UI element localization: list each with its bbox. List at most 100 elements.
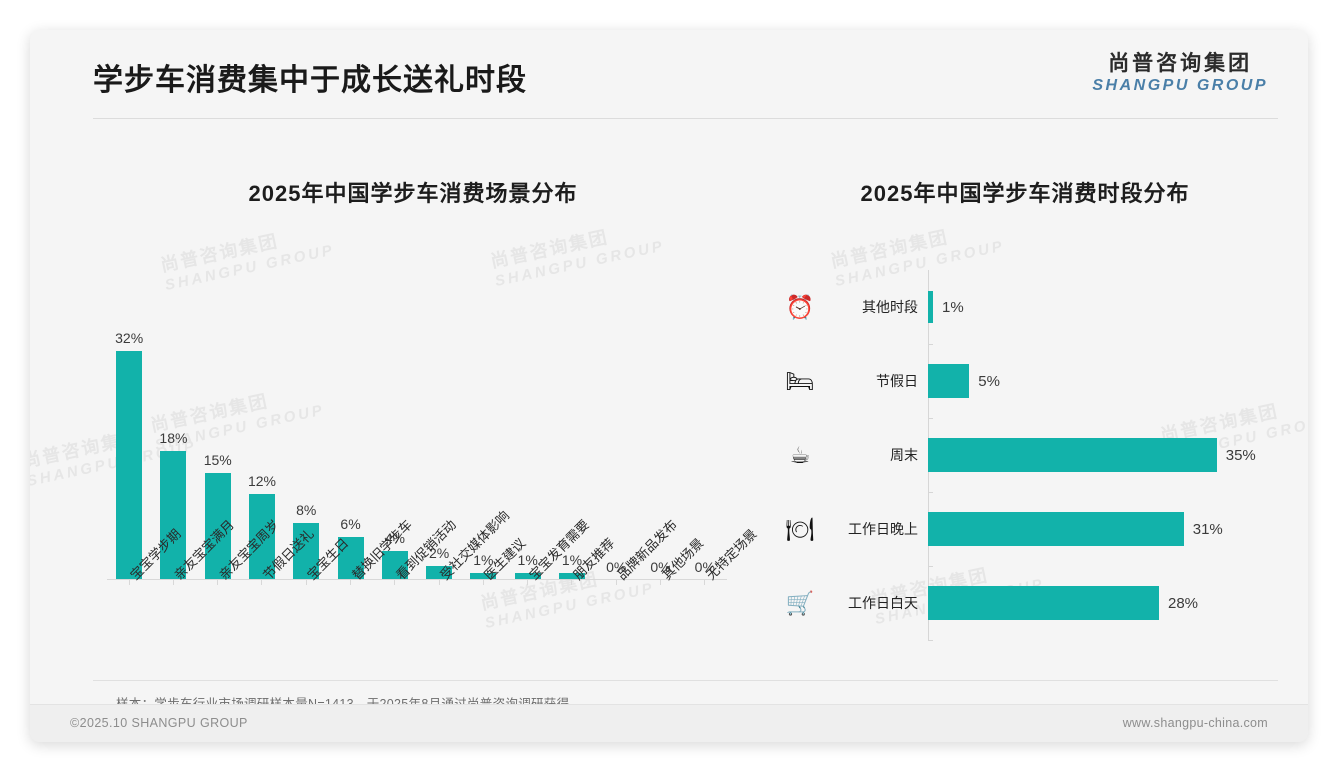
bar-value-label: 6% (340, 516, 361, 533)
bar-track: 31% (928, 492, 1280, 566)
axis-tick (928, 344, 933, 345)
bar-row[interactable]: ⏰ 其他时段 1% (770, 270, 1280, 344)
axis-tick (660, 580, 662, 585)
chart-title-timeslots: 2025年中国学步车消费时段分布 (860, 181, 1190, 206)
axis-tick (928, 418, 933, 419)
category-label: 周末 (890, 447, 918, 463)
bar-rect[interactable] (470, 572, 497, 580)
axis-tick (128, 580, 130, 585)
x-axis-label-cell: 品牌新品发布 (594, 517, 680, 670)
x-axis-label-cell: 朋友推荐 (550, 535, 617, 670)
x-axis-label-cell: 医生建议 (461, 535, 529, 670)
bar-row[interactable]: 🛏 节假日 5% (770, 344, 1280, 418)
axis-tick (928, 566, 933, 567)
axis-tick (527, 580, 529, 585)
bar-row[interactable]: ☕ 周末 35% (770, 418, 1280, 492)
x-axis-label-cell: 看到促销活动 (373, 517, 459, 670)
bar-rect[interactable] (381, 551, 408, 580)
bar-rect[interactable] (248, 494, 275, 580)
bar-column[interactable]: 8% (284, 310, 328, 585)
bed-icon: 🛏 (785, 367, 815, 394)
bar-column[interactable]: 0% (594, 310, 638, 585)
bar-rect[interactable] (928, 291, 933, 323)
page-title: 学步车消费集中于成长送礼时段 (93, 64, 527, 97)
axis-tick (438, 580, 440, 585)
axis-tick (172, 580, 174, 585)
bar-column[interactable]: 32% (107, 310, 151, 585)
brand-name-cn: 尚普咨询集团 (1108, 52, 1253, 75)
axis-tick (482, 580, 484, 585)
copyright-text: ©2025.10 SHANGPU GROUP (70, 716, 248, 730)
bar-rect[interactable] (337, 537, 364, 580)
bar-column[interactable]: 0% (683, 310, 727, 585)
alarm-clock-icon: ⏰ (785, 293, 815, 320)
axis-tick (928, 640, 933, 641)
axis-tick (261, 580, 263, 585)
bar-column[interactable]: 15% (196, 310, 240, 585)
bar-rect[interactable] (928, 512, 1184, 546)
axis-tick (350, 580, 352, 585)
bar-rect[interactable] (928, 438, 1217, 472)
x-axis-label-cell: 其他场景 (638, 535, 706, 670)
bar-column[interactable]: 4% (373, 310, 417, 585)
bar-value-label: 2% (428, 544, 450, 561)
bar-column[interactable]: 2% (417, 310, 461, 585)
chart-panel-scenarios: 2025年中国学步车消费场景分布 32% 18% 15% 12% 8% 6% 4% 2% 1% 1… (93, 140, 760, 700)
bar-rect[interactable] (293, 522, 320, 580)
axis-tick (704, 580, 706, 585)
bar-value-label: 4% (384, 530, 405, 547)
bar-value-label: 0% (650, 559, 671, 575)
website-url[interactable]: www.shangpu-china.com (1122, 716, 1268, 730)
x-axis-label-cell: 替换旧学步车 (328, 517, 415, 670)
bar-rect[interactable] (928, 586, 1159, 620)
bar-rect[interactable] (558, 572, 585, 580)
x-axis-label-cell: 宝宝学步期 (107, 526, 184, 670)
vertical-bar-plot: 32% 18% 15% 12% 8% 6% 4% 2% 1% 1% 1% 0% 0% 0% (107, 310, 727, 585)
shopping-cart-icon: 🛒 (785, 589, 815, 616)
x-axis-label-cell: 宝宝生日 (284, 535, 351, 670)
bar-value-label: 0% (606, 559, 627, 575)
axis-tick (615, 580, 617, 585)
x-axis-label-cell: 无特定场景 (683, 526, 760, 670)
bar-column[interactable]: 6% (328, 310, 372, 585)
bar-value-label: 12% (247, 473, 276, 490)
axis-tick (217, 580, 219, 585)
x-axis-label-cell: 宝宝发育需要 (506, 517, 592, 670)
bar-rect[interactable] (160, 451, 187, 580)
bar-column[interactable]: 1% (550, 310, 594, 585)
bar-rect[interactable] (426, 565, 453, 580)
axis-tick (394, 580, 396, 585)
bar-value-label: 1% (473, 551, 494, 568)
bar-value-label: 0% (694, 559, 715, 575)
bar-rect[interactable] (116, 351, 143, 580)
x-axis-label-cell: 亲友宝宝周岁 (196, 517, 282, 670)
bar-row[interactable]: 🍽 工作日晚上 31% (770, 492, 1280, 566)
slide-header: 学步车消费集中于成长送礼时段 尚普咨询集团 SHANGPU GROUP (30, 30, 1308, 118)
axis-tick (305, 580, 307, 585)
slide-footer: ©2025.10 SHANGPU GROUP www.shangpu-china… (30, 704, 1308, 742)
bar-value-label: 18% (159, 430, 188, 447)
bar-value-label: 1% (561, 551, 583, 568)
bar-column[interactable]: 1% (506, 310, 550, 585)
chart-title-scenarios: 2025年中国学步车消费场景分布 (248, 181, 578, 206)
bar-value-label: 32% (115, 330, 144, 347)
bar-column[interactable]: 0% (638, 310, 682, 585)
bar-value-label: 15% (203, 451, 232, 468)
bar-rect[interactable] (928, 364, 970, 398)
x-axis-label-cell: 受社交媒体影响 (417, 508, 512, 670)
dinner-plate-icon: 🍽 (785, 515, 815, 542)
bar-column[interactable]: 18% (151, 310, 195, 585)
bar-column[interactable]: 12% (240, 310, 284, 585)
axis-tick (571, 580, 573, 585)
bar-value-label: 1% (517, 551, 538, 568)
bar-rect[interactable] (514, 572, 541, 580)
bar-value-label: 8% (296, 501, 317, 518)
bar-column[interactable]: 1% (461, 310, 505, 585)
horizontal-bar-chart: ⏰ 其他时段 1% 🛏 节假日 5% ☕ 周末 35% 🍽 工作日晚上 31% 🛒 工作日白天 28% (770, 270, 1280, 641)
footnote-divider (93, 680, 1278, 681)
axis-tick (928, 492, 933, 493)
category-label: 其他时段 (862, 299, 918, 315)
bar-row[interactable]: 🛒 工作日白天 28% (770, 566, 1280, 640)
bar-rect[interactable] (204, 472, 231, 580)
category-label: 工作日晚上 (848, 521, 918, 537)
